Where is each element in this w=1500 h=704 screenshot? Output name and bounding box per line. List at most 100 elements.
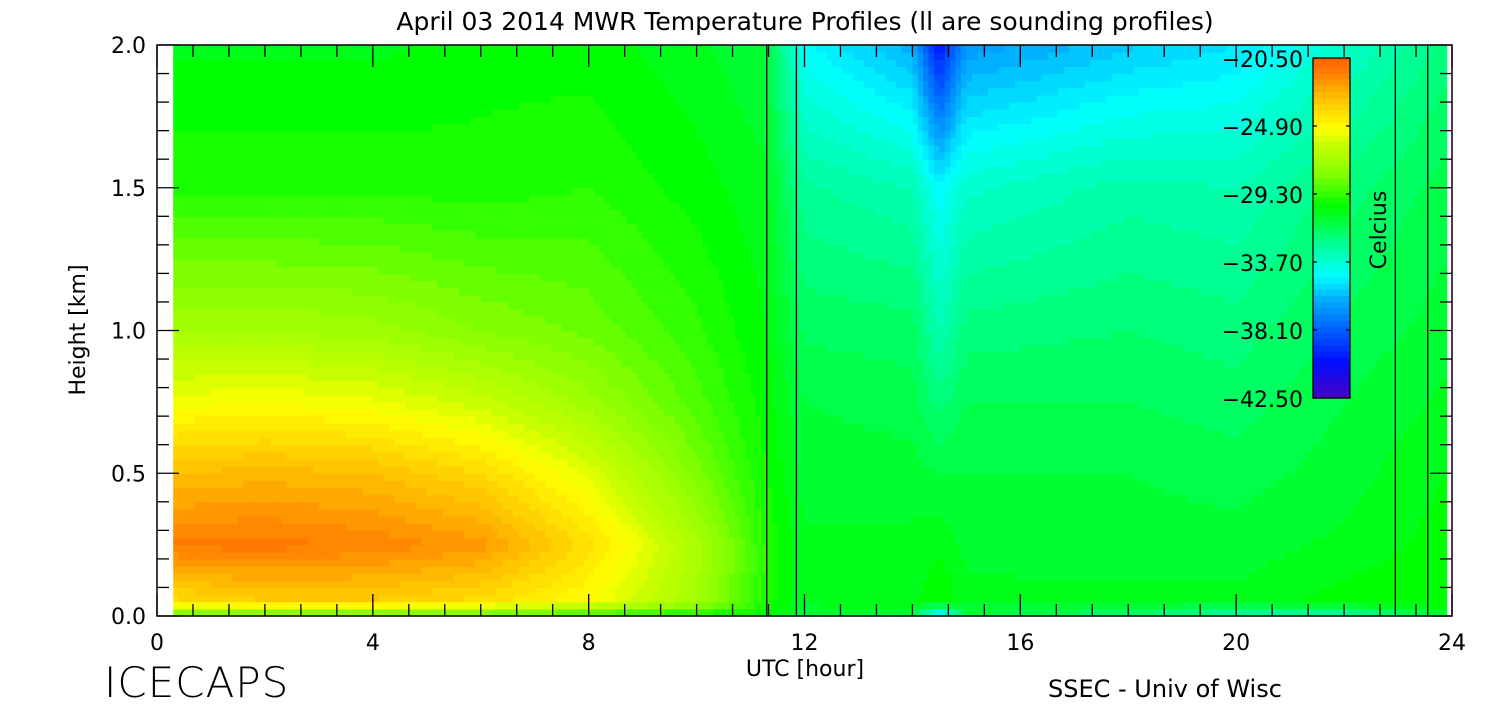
heatmap-cell bbox=[200, 459, 207, 467]
heatmap-cell bbox=[426, 194, 433, 203]
heatmap-cell bbox=[491, 59, 498, 67]
heatmap-cell bbox=[264, 366, 271, 374]
heatmap-cell bbox=[264, 137, 271, 146]
heatmap-cell bbox=[464, 109, 471, 117]
heatmap-cell bbox=[356, 451, 363, 460]
heatmap-cell bbox=[221, 523, 228, 531]
heatmap-cell bbox=[356, 316, 363, 324]
heatmap-cell bbox=[443, 123, 449, 132]
heatmap-cell bbox=[389, 323, 395, 332]
heatmap-cell bbox=[259, 316, 266, 324]
heatmap-cell bbox=[362, 566, 368, 574]
heatmap-cell bbox=[205, 558, 212, 567]
heatmap-cell bbox=[486, 401, 493, 410]
heatmap-cell bbox=[443, 66, 449, 75]
heatmap-cell bbox=[432, 109, 439, 117]
heatmap-cell bbox=[227, 144, 234, 153]
heatmap-cell bbox=[243, 558, 250, 567]
heatmap-cell bbox=[211, 137, 217, 146]
heatmap-cell bbox=[432, 494, 439, 503]
heatmap-cell bbox=[394, 52, 401, 60]
heatmap-cell bbox=[308, 66, 315, 75]
heatmap-cell bbox=[362, 508, 368, 517]
heatmap-cell bbox=[286, 123, 293, 132]
heatmap-cell bbox=[329, 230, 336, 239]
heatmap-cell bbox=[356, 508, 363, 517]
heatmap-cell bbox=[200, 244, 207, 253]
heatmap-cell bbox=[351, 237, 358, 246]
heatmap-cell bbox=[184, 80, 190, 89]
heatmap-cell bbox=[264, 109, 271, 117]
heatmap-cell bbox=[243, 530, 250, 539]
heatmap-cell bbox=[443, 394, 449, 403]
heatmap-cell bbox=[216, 566, 223, 574]
heatmap-cell bbox=[227, 244, 234, 253]
heatmap-cell bbox=[232, 102, 239, 110]
heatmap-cell bbox=[318, 144, 325, 153]
heatmap-cell bbox=[383, 523, 390, 531]
heatmap-cell bbox=[378, 430, 385, 439]
heatmap-cell bbox=[184, 73, 190, 82]
heatmap-cell bbox=[486, 95, 493, 103]
heatmap-cell bbox=[405, 287, 412, 296]
heatmap-cell bbox=[211, 287, 217, 296]
heatmap-cell bbox=[437, 566, 444, 574]
heatmap-cell bbox=[297, 259, 304, 267]
heatmap-cell bbox=[443, 587, 449, 596]
heatmap-cell bbox=[237, 601, 244, 610]
heatmap-cell bbox=[389, 230, 395, 239]
heatmap-cell bbox=[291, 73, 298, 82]
heatmap-cell bbox=[200, 380, 207, 389]
heatmap-cell bbox=[200, 551, 207, 560]
heatmap-cell bbox=[259, 573, 266, 581]
heatmap-cell bbox=[227, 237, 234, 246]
heatmap-cell bbox=[308, 166, 315, 174]
heatmap-cell bbox=[189, 109, 196, 117]
heatmap-cell bbox=[318, 437, 325, 446]
heatmap-cell bbox=[340, 95, 347, 103]
heatmap-cell bbox=[297, 59, 304, 67]
heatmap-cell bbox=[416, 180, 422, 189]
heatmap-cell bbox=[221, 194, 228, 203]
heatmap-cell bbox=[491, 252, 498, 260]
heatmap-cell bbox=[443, 137, 449, 146]
heatmap-cell bbox=[464, 373, 471, 381]
heatmap-cell bbox=[302, 501, 309, 510]
heatmap-cell bbox=[502, 137, 509, 146]
heatmap-cell bbox=[432, 387, 439, 396]
heatmap-cell bbox=[254, 80, 261, 89]
heatmap-cell bbox=[486, 294, 493, 303]
heatmap-cell bbox=[507, 459, 514, 467]
heatmap-cell bbox=[351, 473, 358, 481]
heatmap-cell bbox=[184, 473, 190, 481]
heatmap-cell bbox=[221, 173, 228, 182]
heatmap-cell bbox=[237, 294, 244, 303]
heatmap-cell bbox=[313, 45, 320, 53]
heatmap-cell bbox=[237, 130, 244, 139]
heatmap-cell bbox=[383, 537, 390, 546]
heatmap-cell bbox=[459, 187, 466, 196]
heatmap-cell bbox=[232, 223, 239, 232]
heatmap-cell bbox=[410, 152, 417, 160]
heatmap-cell bbox=[286, 594, 293, 603]
heatmap-cell bbox=[200, 344, 207, 353]
heatmap-cell bbox=[173, 459, 180, 467]
heatmap-cell bbox=[329, 80, 336, 89]
heatmap-cell bbox=[470, 223, 476, 232]
heatmap-cell bbox=[459, 287, 466, 296]
heatmap-cell bbox=[378, 45, 385, 53]
heatmap-cell bbox=[405, 351, 412, 360]
heatmap-cell bbox=[194, 116, 201, 125]
heatmap-cell bbox=[405, 102, 412, 110]
heatmap-cell bbox=[356, 387, 363, 396]
heatmap-cell bbox=[372, 116, 379, 125]
heatmap-cell bbox=[291, 351, 298, 360]
heatmap-cell bbox=[221, 273, 228, 282]
heatmap-cell bbox=[399, 294, 406, 303]
heatmap-cell bbox=[491, 323, 498, 332]
heatmap-cell bbox=[372, 523, 379, 531]
heatmap-cell bbox=[345, 573, 352, 581]
heatmap-cell bbox=[205, 344, 212, 353]
heatmap-cell bbox=[486, 473, 493, 481]
heatmap-cell bbox=[205, 530, 212, 539]
